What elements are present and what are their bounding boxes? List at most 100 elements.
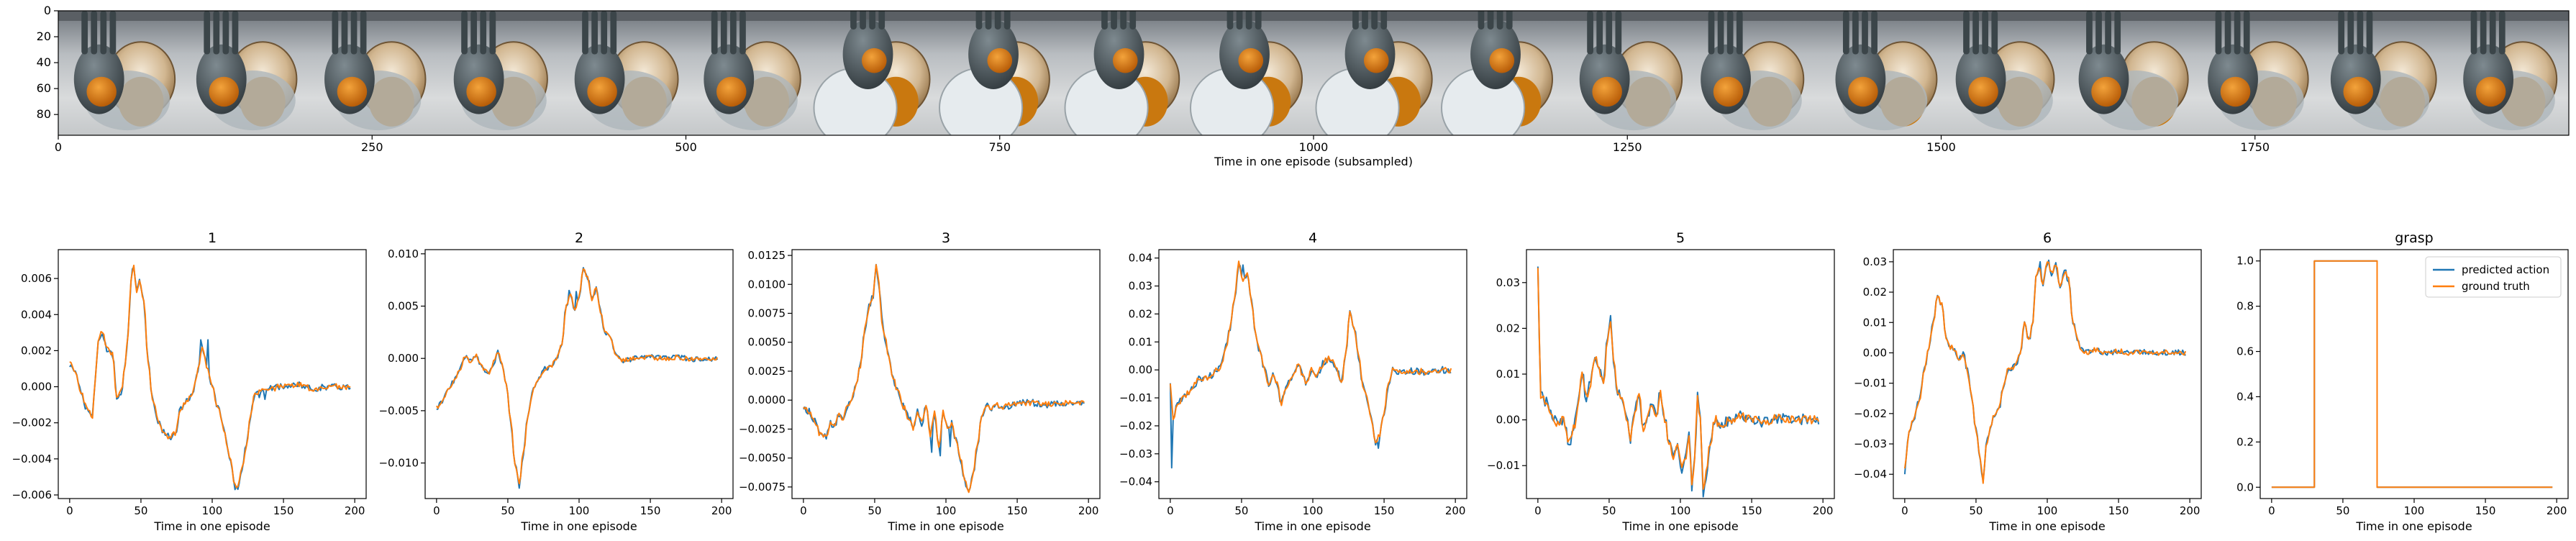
- x-tick-label: 50: [2336, 504, 2349, 517]
- x-tick-label: 100: [202, 504, 223, 517]
- robot-finger: [2366, 11, 2373, 55]
- orange-ball: [466, 76, 496, 107]
- robot-finger: [1862, 11, 1868, 55]
- robot-finger: [2338, 11, 2345, 55]
- filmstrip-x-tick-label: 750: [988, 140, 1011, 154]
- subplot-lines: [2271, 260, 2553, 488]
- filmstrip-frame: [1941, 11, 2067, 135]
- robot-finger: [2095, 11, 2102, 55]
- robot-finger: [730, 11, 737, 55]
- robot-finger: [601, 11, 608, 55]
- y-tick-label: 0.0050: [748, 336, 786, 349]
- x-tick-label: 150: [273, 504, 294, 517]
- y-tick-label: 0.00: [1129, 363, 1152, 376]
- legend: predicted action ground truth: [2425, 256, 2562, 298]
- frame-ceiling: [2192, 11, 2318, 21]
- filmstrip-frame: [1816, 11, 1942, 135]
- robot-finger: [2215, 11, 2222, 55]
- robot-finger: [2347, 11, 2354, 55]
- orange-ball: [1363, 47, 1389, 73]
- y-tick-label: 0.0125: [748, 249, 786, 262]
- subplot-6: 6 0 50 100 150 200 −0.04 −0.03 −0.02 −0.01 0.00 0.0…: [1854, 230, 2202, 533]
- robot-finger: [994, 11, 1001, 29]
- x-tick-label: 100: [2037, 504, 2058, 517]
- filmstrip-frame: [1314, 11, 1440, 135]
- filmstrip-frame: [2192, 11, 2318, 135]
- y-tick-label: 0.03: [1496, 276, 1520, 289]
- robot-finger: [1371, 11, 1378, 29]
- filmstrip-frame: [2443, 11, 2569, 135]
- frame-ceiling: [560, 11, 687, 21]
- robot-finger: [470, 11, 478, 55]
- y-tick-label: −0.004: [12, 453, 52, 465]
- y-tick-label: 0.03: [1863, 255, 1887, 268]
- orange-ball: [337, 76, 368, 107]
- robot-finger: [332, 11, 339, 55]
- x-tick-label: 50: [1234, 504, 1248, 517]
- subplot-1: 1 0 50 100 150 200 −0.006 −0.004 −0.002 0.000 0.00…: [12, 230, 367, 533]
- filmstrip-frame: [1062, 11, 1189, 135]
- filmstrip-frame: [686, 11, 812, 135]
- filmstrip-x-ticks: 0 250 500 750 1000 1250 1500 1750: [55, 135, 2270, 154]
- subplot-2: 2 0 50 100 150 200 −0.010 −0.005 0.000 0.005 0.010…: [378, 230, 734, 533]
- subplot-3: 3 0 50 100 150 200 −0.0075 −0.0050 −0.0025 0.0000…: [739, 230, 1101, 533]
- filmstrip-y-tick-label: 40: [37, 55, 51, 69]
- robot-finger: [1982, 11, 1989, 55]
- robot-finger: [91, 11, 98, 55]
- filmstrip-image-axes: 0 250 500 750 1000 1250 1500 1750 0 20 40 60 80 Tim…: [37, 4, 2570, 168]
- robot-finger: [1226, 11, 1234, 29]
- robot-finger: [985, 11, 992, 29]
- x-tick-label: 100: [2404, 504, 2425, 517]
- y-tick-label: 0.002: [21, 344, 52, 357]
- x-tick-label: 50: [1969, 504, 1983, 517]
- robot-finger: [975, 11, 983, 29]
- orange-ball: [2091, 76, 2121, 107]
- y-tick-label: −0.04: [1119, 476, 1152, 488]
- filmstrip-x-tick-label: 500: [675, 140, 697, 154]
- robot-finger: [1101, 11, 1108, 29]
- subplot-xlabel: Time in one episode: [1988, 519, 2105, 533]
- y-tick-label: 0.000: [388, 352, 419, 365]
- y-tick-label: 0.005: [388, 300, 419, 313]
- robot-finger: [2114, 11, 2121, 55]
- robot-finger: [711, 11, 718, 55]
- x-tick-label: 0: [1534, 504, 1542, 517]
- orange-ball: [587, 76, 617, 107]
- subplot-title: 6: [2043, 230, 2052, 246]
- filmstrip-y-tick-label: 80: [37, 107, 51, 121]
- x-tick-label: 200: [1813, 504, 1834, 517]
- robot-finger: [1736, 11, 1743, 55]
- subplot-xlabel: Time in one episode: [520, 519, 637, 533]
- subplot-grasp: grasp 0 50 100 150 200 0.0 0.2 0.4 0.6 0.8 1.0 Time …: [2236, 230, 2569, 533]
- filmstrip-x-tick-label: 250: [361, 140, 383, 154]
- y-tick-label: −0.03: [1119, 447, 1152, 460]
- robot-finger: [1972, 11, 1979, 55]
- y-tick-label: −0.0025: [739, 422, 786, 435]
- subplot-title: 4: [1309, 230, 1317, 246]
- x-tick-label: 100: [1303, 504, 1324, 517]
- filmstrip-frame: [1565, 11, 1691, 135]
- orange-ball: [2220, 76, 2251, 107]
- orange-ball: [1238, 47, 1264, 73]
- y-tick-label: 0.000: [21, 381, 52, 394]
- y-tick-label: 0.0025: [748, 365, 786, 378]
- y-tick-label: 0.0000: [748, 394, 786, 406]
- x-tick-label: 0: [2268, 504, 2275, 517]
- x-tick-label: 0: [433, 504, 440, 517]
- robot-finger: [1726, 11, 1734, 55]
- frame-ceiling: [434, 11, 561, 21]
- robot-finger: [850, 11, 857, 29]
- x-tick-label: 150: [640, 504, 661, 517]
- frame-ceiling: [2067, 11, 2193, 21]
- filmstrip-x-tick-label: 0: [55, 140, 62, 154]
- y-tick-label: −0.005: [378, 404, 419, 417]
- robot-finger: [2234, 11, 2241, 55]
- robot-finger: [2480, 11, 2487, 55]
- x-tick-label: 100: [569, 504, 590, 517]
- y-tick-label: −0.04: [1854, 468, 1887, 481]
- robot-finger: [109, 11, 117, 55]
- y-tick-label: 0.4: [2236, 390, 2254, 403]
- orange-ball: [1968, 76, 1998, 107]
- subplot-lines: [1537, 266, 1820, 498]
